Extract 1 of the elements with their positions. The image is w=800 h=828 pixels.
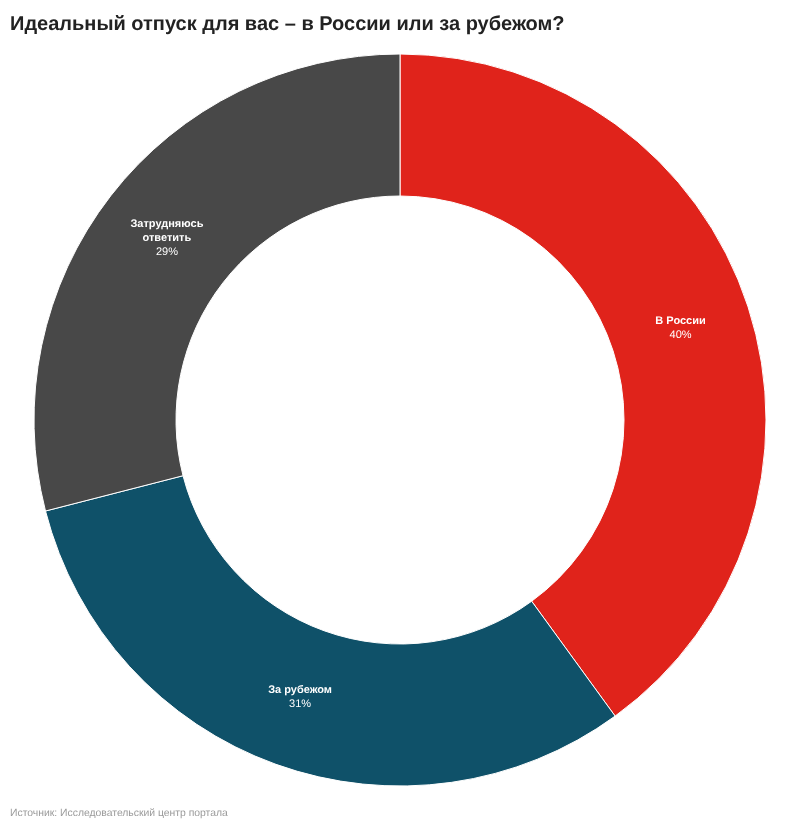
chart-title: Идеальный отпуск для вас – в России или за рубежом? <box>10 14 565 36</box>
